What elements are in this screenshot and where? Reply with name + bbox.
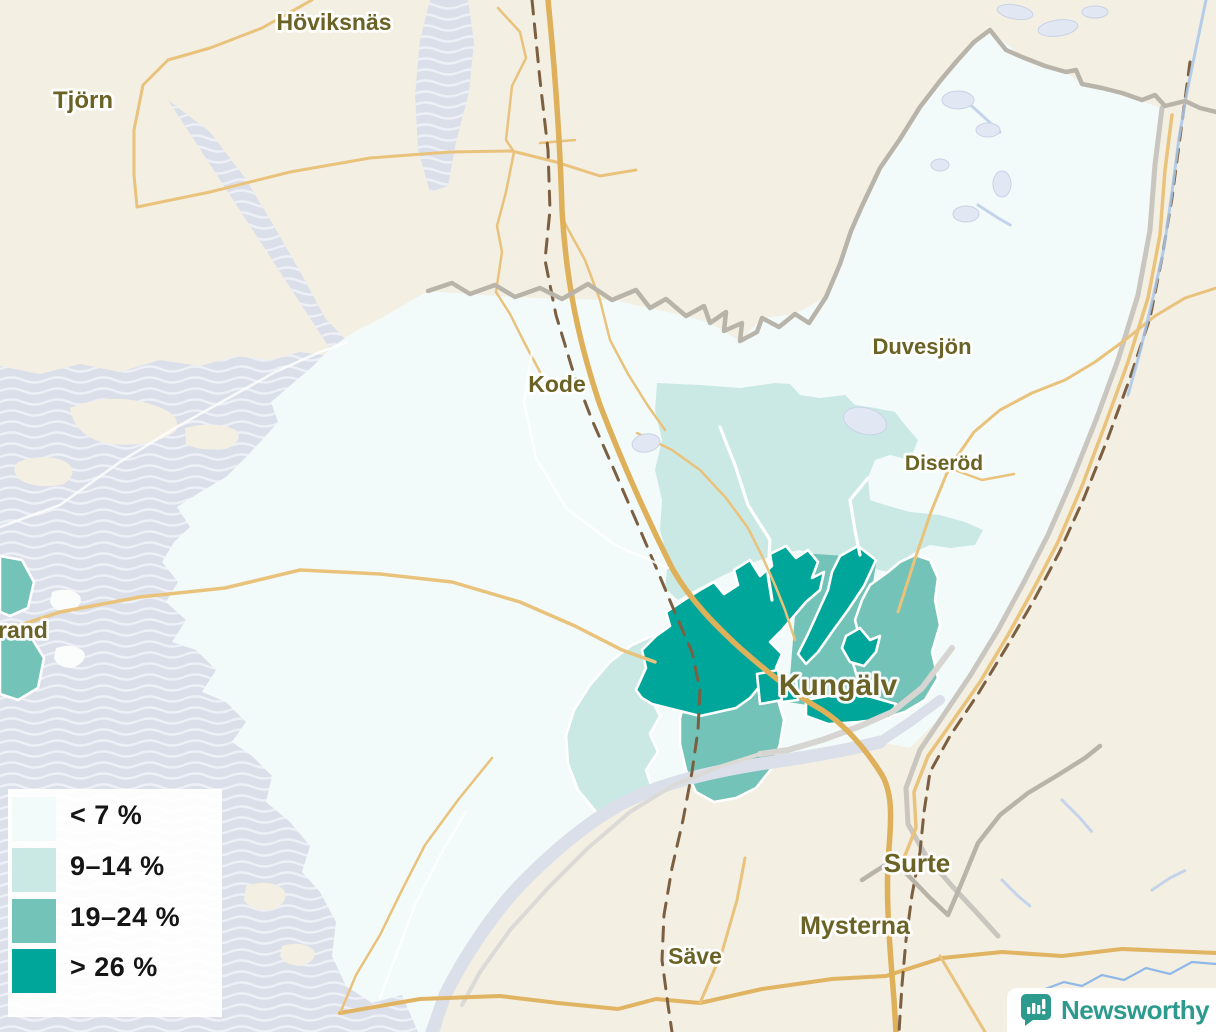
legend-label: < 7 % bbox=[70, 800, 143, 830]
white-roads bbox=[378, 350, 670, 1000]
label-tjorn: Tjörn bbox=[53, 87, 113, 114]
label-mysterna: Mysterna bbox=[800, 912, 911, 940]
municipal-boundaries bbox=[425, 27, 1216, 918]
district-19-24-coastal bbox=[0, 554, 46, 702]
legend-swatch bbox=[12, 899, 56, 943]
newsworthy-icon bbox=[1020, 994, 1051, 1026]
label-duvesjon: Duvesjön bbox=[872, 334, 971, 359]
district-9-14 bbox=[655, 383, 983, 600]
label-kungalv: Kungälv bbox=[779, 669, 898, 702]
legend-label: > 26 % bbox=[70, 952, 158, 982]
legend: < 7 % 9–14 % 19–24 % > 26 % bbox=[8, 789, 222, 1017]
label-rand: rand bbox=[0, 617, 48, 643]
label-save: Säve bbox=[668, 943, 722, 969]
district-19-24-east bbox=[850, 553, 942, 720]
sea-boundary bbox=[0, 340, 349, 529]
islands-outside bbox=[14, 398, 315, 966]
label-diserod: Diseröd bbox=[905, 452, 983, 475]
label-surte: Surte bbox=[884, 848, 950, 878]
legend-label: 19–24 % bbox=[70, 902, 181, 932]
label-hoviksnas: Höviksnäs bbox=[276, 9, 391, 35]
legend-swatch bbox=[12, 848, 56, 892]
river-channel bbox=[425, 695, 945, 1032]
legend-swatch bbox=[12, 949, 56, 993]
legend-label: 9–14 % bbox=[70, 851, 165, 881]
gray-roads bbox=[460, 105, 1165, 1007]
district-borders bbox=[718, 425, 870, 602]
place-labels: Höviksnäs Tjörn Kode Duvesjön Diseröd Ku… bbox=[0, 6, 986, 972]
legend-swatch bbox=[12, 797, 56, 841]
newsworthy-wordmark: Newsworthy bbox=[1061, 994, 1210, 1025]
label-kode: Kode bbox=[528, 371, 586, 397]
newsworthy-logo[interactable]: Newsworthy bbox=[1007, 988, 1216, 1032]
lakes bbox=[631, 3, 1109, 453]
highway-e6 bbox=[545, 0, 899, 1032]
rivers bbox=[963, 0, 1216, 993]
